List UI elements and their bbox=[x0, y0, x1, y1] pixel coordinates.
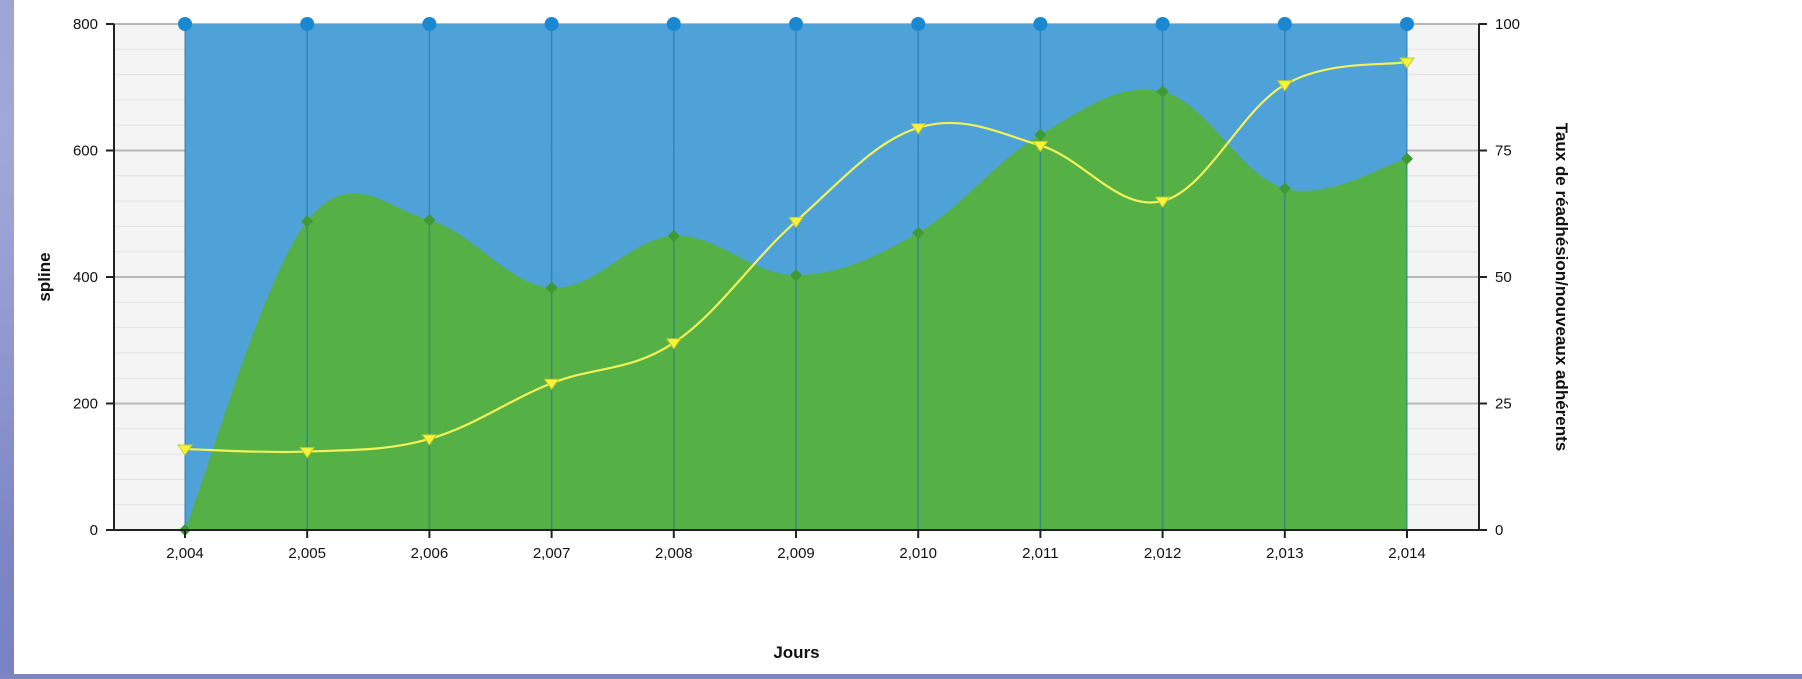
point-marker-yellow bbox=[1399, 57, 1415, 69]
x-axis-tick-label: 2,011 bbox=[1022, 545, 1058, 562]
point-marker-blue bbox=[789, 17, 803, 31]
right-axis-tick-label: 100 bbox=[1495, 16, 1520, 33]
point-marker-green bbox=[1401, 152, 1413, 165]
chart-card: 0 200 400 600 800 0 25 50 75 100 2,004 2,005 2,006 2,… bbox=[14, 0, 1802, 674]
right-axis-tick-label: 25 bbox=[1495, 396, 1512, 413]
point-marker-yellow bbox=[1276, 80, 1293, 92]
x-axis-tick-label: 2,004 bbox=[166, 545, 204, 562]
point-marker-yellow bbox=[177, 444, 193, 456]
left-axis-tick-label: 200 bbox=[73, 396, 98, 413]
x-axis-tick-label: 2,007 bbox=[533, 545, 571, 562]
point-marker-green bbox=[667, 229, 680, 242]
point-marker-green bbox=[790, 269, 802, 282]
left-axis-tick-label: 400 bbox=[73, 269, 98, 286]
point-marker-blue bbox=[1277, 17, 1292, 31]
point-marker-blue bbox=[544, 17, 559, 31]
right-axis-tick-label: 75 bbox=[1495, 143, 1512, 160]
point-marker-green bbox=[912, 226, 925, 239]
point-marker-green bbox=[1034, 128, 1047, 141]
point-marker-blue bbox=[911, 17, 926, 31]
point-marker-blue bbox=[422, 17, 437, 31]
x-axis-title: Jours bbox=[773, 643, 819, 662]
x-axis-tick-label: 2,010 bbox=[899, 545, 937, 562]
x-axis-tick-label: 2,008 bbox=[655, 545, 693, 562]
point-marker-yellow bbox=[1154, 196, 1171, 208]
x-axis-tick-label: 2,009 bbox=[777, 545, 815, 562]
x-axis-tick-label: 2,012 bbox=[1144, 545, 1182, 562]
point-marker-blue bbox=[1400, 17, 1414, 31]
right-axis-title: Taux de réadhésion/nouveaux adhérents bbox=[1552, 123, 1571, 451]
point-marker-blue bbox=[1155, 17, 1170, 31]
left-axis-tick-label: 800 bbox=[73, 16, 98, 33]
x-axis-tick-label: 2,006 bbox=[411, 545, 449, 562]
point-marker-green bbox=[301, 215, 314, 228]
point-marker-blue bbox=[1033, 17, 1048, 31]
right-axis-tick-label: 0 bbox=[1495, 522, 1503, 539]
point-marker-yellow bbox=[788, 216, 804, 229]
point-marker-yellow bbox=[1032, 140, 1049, 153]
point-marker-blue bbox=[178, 17, 192, 31]
point-marker-green bbox=[1278, 182, 1291, 195]
point-marker-yellow bbox=[665, 338, 682, 350]
point-marker-green bbox=[423, 214, 436, 227]
left-axis-tick-label: 600 bbox=[73, 143, 98, 160]
point-marker-green bbox=[1156, 85, 1169, 98]
left-axis-tick-label: 0 bbox=[90, 522, 98, 539]
point-marker-yellow bbox=[299, 447, 316, 459]
point-marker-yellow bbox=[421, 434, 438, 446]
point-marker-yellow bbox=[543, 378, 560, 391]
x-axis-tick-label: 2,014 bbox=[1388, 545, 1426, 562]
point-marker-blue bbox=[300, 17, 315, 31]
point-marker-yellow bbox=[910, 123, 927, 135]
point-marker-green bbox=[545, 281, 558, 294]
x-axis-tick-label: 2,013 bbox=[1266, 545, 1304, 562]
chart-svg: 0 200 400 600 800 0 25 50 75 100 2,004 2,005 2,006 2,… bbox=[35, 16, 1571, 662]
point-marker-blue bbox=[666, 17, 681, 31]
x-axis-tick-label: 2,005 bbox=[288, 545, 326, 562]
left-axis-title: spline bbox=[35, 252, 54, 301]
right-axis-tick-label: 50 bbox=[1495, 269, 1512, 286]
